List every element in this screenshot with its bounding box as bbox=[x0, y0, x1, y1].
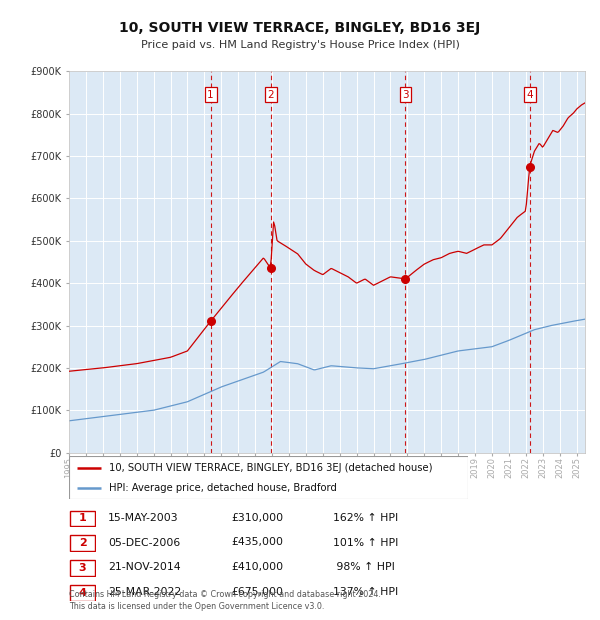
Text: 15-MAY-2003: 15-MAY-2003 bbox=[108, 513, 179, 523]
Text: 3: 3 bbox=[79, 563, 86, 573]
Text: 4: 4 bbox=[79, 588, 86, 598]
Text: 25-MAR-2022: 25-MAR-2022 bbox=[108, 587, 181, 597]
Text: £435,000: £435,000 bbox=[231, 538, 283, 547]
Text: 4: 4 bbox=[526, 90, 533, 100]
Text: 10, SOUTH VIEW TERRACE, BINGLEY, BD16 3EJ (detached house): 10, SOUTH VIEW TERRACE, BINGLEY, BD16 3E… bbox=[109, 463, 433, 473]
FancyBboxPatch shape bbox=[70, 585, 95, 601]
Text: £310,000: £310,000 bbox=[231, 513, 283, 523]
Text: 162% ↑ HPI: 162% ↑ HPI bbox=[333, 513, 398, 523]
FancyBboxPatch shape bbox=[70, 510, 95, 526]
Text: 10, SOUTH VIEW TERRACE, BINGLEY, BD16 3EJ: 10, SOUTH VIEW TERRACE, BINGLEY, BD16 3E… bbox=[119, 21, 481, 35]
Text: 137% ↑ HPI: 137% ↑ HPI bbox=[333, 587, 398, 597]
Text: 1: 1 bbox=[207, 90, 214, 100]
Text: £410,000: £410,000 bbox=[231, 562, 283, 572]
Text: 2: 2 bbox=[268, 90, 274, 100]
Text: Price paid vs. HM Land Registry's House Price Index (HPI): Price paid vs. HM Land Registry's House … bbox=[140, 40, 460, 50]
Text: £675,000: £675,000 bbox=[231, 587, 283, 597]
FancyBboxPatch shape bbox=[70, 535, 95, 551]
FancyBboxPatch shape bbox=[69, 456, 468, 499]
Text: 101% ↑ HPI: 101% ↑ HPI bbox=[333, 538, 398, 547]
Text: 21-NOV-2014: 21-NOV-2014 bbox=[108, 562, 181, 572]
Text: 2: 2 bbox=[79, 538, 86, 548]
Text: 3: 3 bbox=[402, 90, 409, 100]
Text: Contains HM Land Registry data © Crown copyright and database right 2024.
This d: Contains HM Land Registry data © Crown c… bbox=[69, 590, 381, 611]
Text: 98% ↑ HPI: 98% ↑ HPI bbox=[333, 562, 395, 572]
Text: HPI: Average price, detached house, Bradford: HPI: Average price, detached house, Brad… bbox=[109, 483, 337, 494]
FancyBboxPatch shape bbox=[70, 560, 95, 576]
Text: 05-DEC-2006: 05-DEC-2006 bbox=[108, 538, 180, 547]
Text: 1: 1 bbox=[79, 513, 86, 523]
